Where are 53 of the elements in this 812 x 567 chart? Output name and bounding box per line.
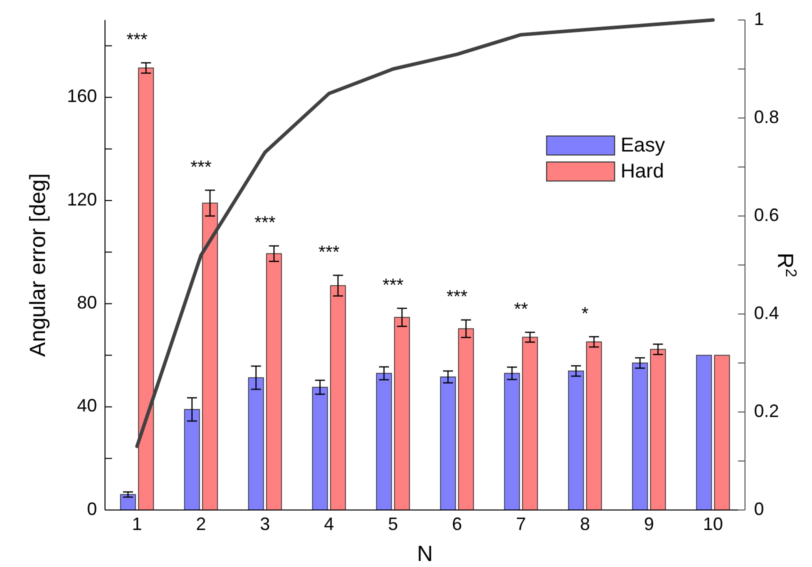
x-tick-label: 10: [702, 514, 724, 534]
y-tick-label: 80: [76, 292, 97, 312]
y2-tick-label: 1: [754, 8, 764, 29]
bar: [120, 494, 136, 510]
annotation: ***: [382, 275, 404, 296]
bar: [568, 370, 584, 510]
legend-label: Easy: [620, 134, 666, 156]
y-tick-label: 40: [76, 396, 97, 416]
bar: [394, 316, 410, 510]
bar: [184, 409, 200, 510]
y-tick-label: 160: [66, 86, 97, 106]
bar: [522, 336, 538, 510]
bar: [714, 354, 730, 510]
annotation: *: [581, 303, 589, 324]
annotation: ***: [318, 242, 340, 262]
y2-tick-label: 0.4: [754, 302, 780, 323]
annotation: ***: [446, 286, 468, 307]
y-tick-label: 120: [66, 189, 97, 210]
x-tick-label: 5: [388, 514, 398, 534]
x-tick-label: 9: [644, 514, 654, 534]
bar: [312, 386, 328, 510]
bar: [586, 341, 602, 510]
y-axis-title: Angular error [deg]: [25, 173, 50, 357]
y-tick-label: 0: [86, 498, 97, 519]
y2-tick-label: 0.8: [754, 106, 780, 127]
bar: [458, 328, 474, 510]
x-tick-label: 3: [260, 514, 270, 534]
bar: [202, 202, 218, 510]
y2-tick-label: 0.2: [754, 400, 780, 421]
x-tick-label: 2: [196, 514, 206, 534]
bar: [632, 362, 648, 510]
bar: [266, 253, 282, 510]
bar: [696, 354, 712, 510]
legend-label: Hard: [620, 160, 664, 182]
bar: [376, 372, 392, 510]
annotation: **: [514, 299, 528, 320]
x-tick-label: 4: [324, 514, 334, 534]
x-tick-label: 6: [452, 514, 462, 534]
y2-tick-label: 0.6: [754, 204, 780, 225]
bar: [330, 285, 346, 510]
annotation: ***: [190, 156, 212, 177]
y2-tick-label: 0: [754, 498, 764, 519]
annotation: ***: [126, 30, 148, 50]
bar: [248, 377, 264, 510]
bar: [440, 376, 456, 510]
x-axis-title: N: [417, 541, 433, 566]
x-tick-label: 7: [516, 514, 526, 534]
bar: [138, 68, 154, 510]
bar: [504, 372, 520, 510]
x-tick-label: 1: [132, 514, 142, 534]
bar: [650, 348, 666, 510]
annotation: ***: [254, 212, 276, 233]
x-tick-label: 8: [580, 514, 590, 534]
